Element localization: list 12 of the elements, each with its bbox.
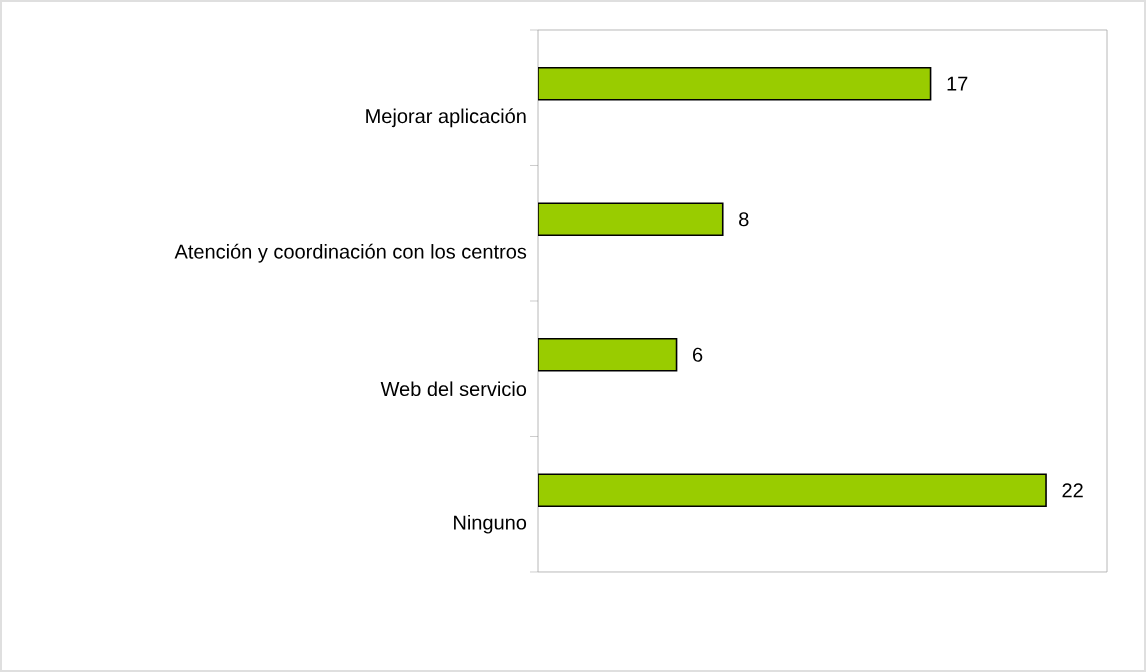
y-tick-label: Web del servicio xyxy=(380,381,527,397)
data-label: 17 xyxy=(947,76,968,91)
data-label: 22 xyxy=(1062,483,1083,498)
bar xyxy=(538,473,1047,508)
data-label: 6 xyxy=(693,347,703,362)
y-tick-label: Mejorar aplicación xyxy=(366,108,526,128)
y-tick-label: Atención y coordinación con los centros xyxy=(174,243,527,263)
data-label: 8 xyxy=(739,212,749,227)
bar xyxy=(538,202,724,237)
y-tick-label: Ninguno xyxy=(454,514,527,534)
bar xyxy=(538,66,932,101)
bar xyxy=(538,337,678,372)
